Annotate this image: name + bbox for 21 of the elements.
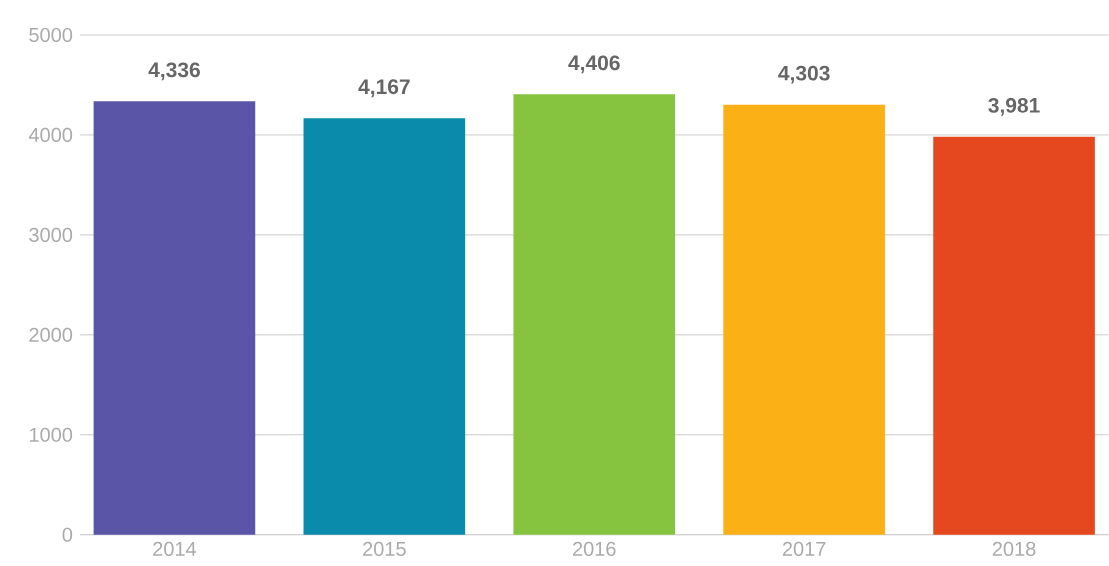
y-tick-label: 1000: [29, 427, 73, 442]
x-tick-label: 2018: [992, 541, 1036, 557]
x-tick-label: 2017: [782, 541, 826, 557]
bar: [93, 101, 256, 535]
y-tick-label: 4000: [28, 127, 73, 143]
bar: [933, 136, 1095, 535]
data-label: 4,406: [568, 55, 620, 74]
x-tick-label: 2015: [363, 541, 406, 557]
bar: [513, 94, 676, 535]
y-tick-label: 3000: [29, 227, 73, 243]
y-tick-label: 2000: [29, 327, 73, 343]
x-tick-label: 2016: [573, 541, 616, 557]
y-tick-label: 0: [62, 527, 73, 542]
data-label: 4,303: [778, 65, 830, 84]
data-label: 3,981: [988, 98, 1040, 116]
bar: [303, 118, 466, 535]
bar: [723, 104, 885, 535]
x-tick-label: 2014: [153, 541, 197, 557]
data-label: 4,336: [148, 62, 200, 81]
data-label: 4,167: [358, 79, 410, 98]
y-tick-label: 5000: [29, 28, 73, 43]
